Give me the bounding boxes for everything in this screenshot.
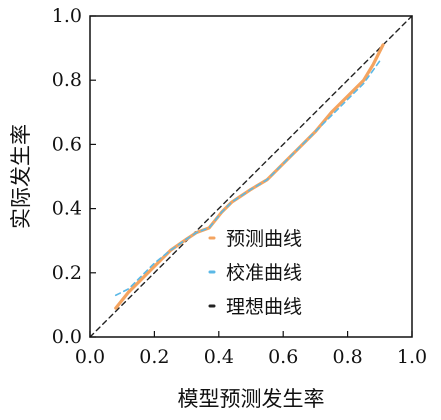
x-tick-label: 0.6 <box>268 346 298 368</box>
y-tick-label: 0.8 <box>52 69 82 91</box>
y-tick-label: 0.2 <box>52 262 82 284</box>
series-line-1 <box>114 60 381 297</box>
y-tick-label: 0.0 <box>52 326 82 348</box>
series-layer <box>89 15 413 338</box>
plot-frame <box>89 15 413 338</box>
y-tick-label: 1.0 <box>52 5 82 27</box>
y-tick-label: 0.4 <box>52 198 82 220</box>
legend-label-1: 校准曲线 <box>226 262 302 284</box>
x-tick-label: 1.0 <box>397 346 427 368</box>
x-axis-title: 模型预测发生率 <box>178 387 325 411</box>
x-tick-label: 0.4 <box>204 346 234 368</box>
y-tick-label: 0.6 <box>52 133 82 155</box>
x-tick-label: 0.2 <box>139 346 169 368</box>
x-tick-label: 0.0 <box>75 346 105 368</box>
series-line-2 <box>89 15 413 338</box>
x-tick-label: 0.8 <box>332 346 362 368</box>
y-axis-title: 实际发生率 <box>9 124 33 229</box>
ticks-layer: 0.0 0.2 0.4 0.6 0.8 1.0 0.0 0.2 0.4 0.6 0.8 1.0 <box>52 5 427 368</box>
legend-label-0: 预测曲线 <box>226 228 302 250</box>
legend-label-2: 理想曲线 <box>226 296 302 318</box>
